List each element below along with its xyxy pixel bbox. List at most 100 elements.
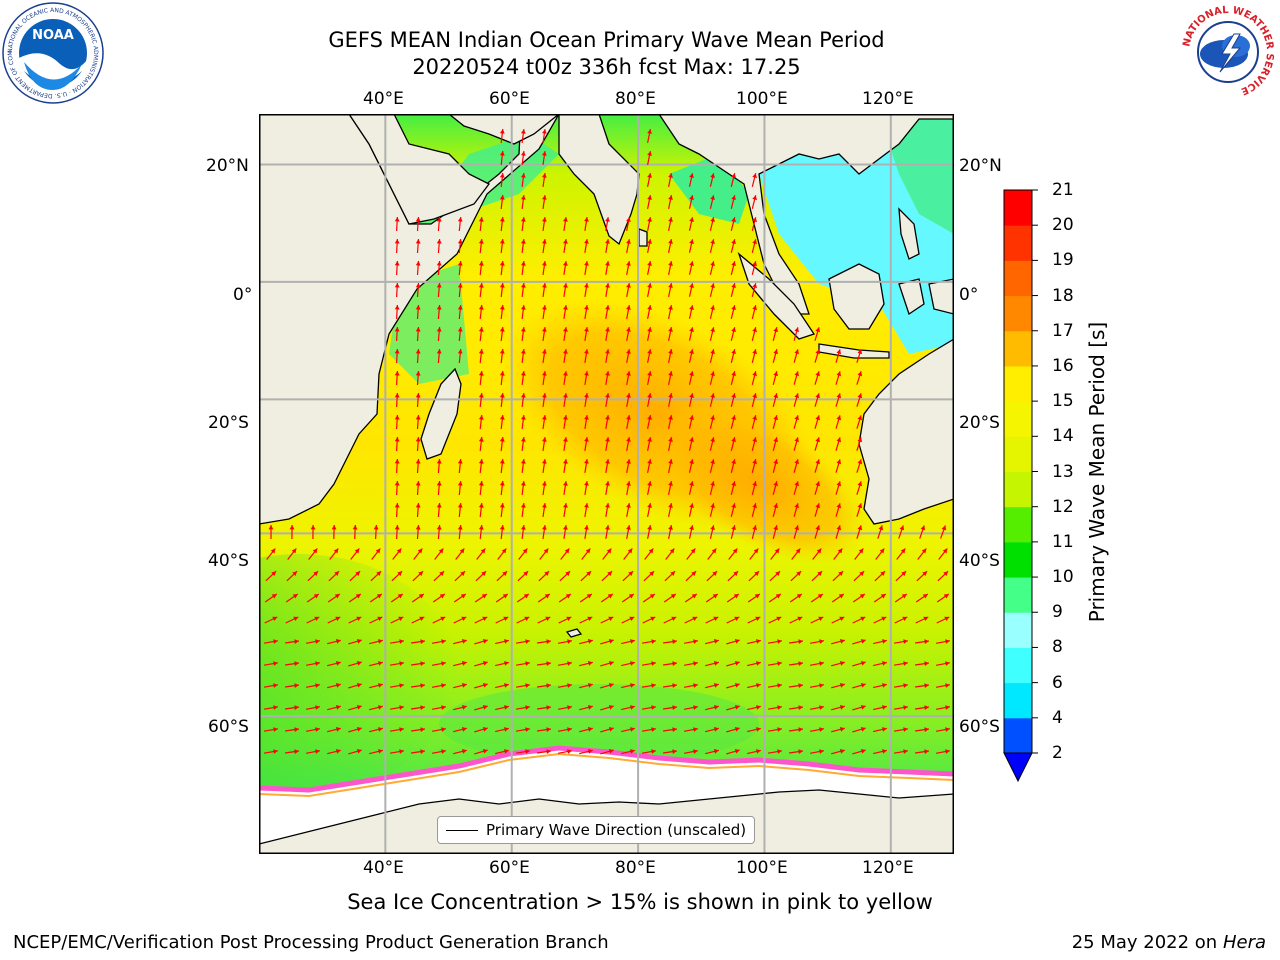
wave-arrow-head — [628, 571, 634, 576]
wave-arrow-head — [315, 639, 320, 644]
wave-arrow-head — [668, 305, 673, 310]
wave-arrow-head — [775, 571, 781, 576]
wave-arrow-head — [415, 503, 421, 508]
wave-arrow-head — [626, 393, 631, 398]
wave-arrow-head — [587, 639, 593, 644]
wave-arrow-head — [521, 217, 526, 222]
wave-arrow-head — [441, 661, 446, 666]
wave-arrow-head — [415, 239, 421, 244]
wave-arrow-head — [689, 371, 694, 376]
wave-arrow-head — [294, 705, 299, 710]
wave-arrow-head — [668, 261, 673, 266]
wave-arrow-head — [836, 393, 842, 399]
wave-arrow-head — [710, 415, 715, 420]
wave-arrow-head — [542, 283, 547, 288]
wave-arrow-head — [921, 548, 927, 554]
wave-arrow-head — [394, 503, 400, 508]
wave-arrow-head — [436, 305, 442, 310]
wave-arrow-head — [672, 661, 677, 666]
wave-arrow-head — [753, 548, 759, 554]
wave-arrow-head — [605, 415, 610, 420]
wave-arrow-head — [504, 749, 509, 754]
wave-arrow-head — [478, 393, 484, 398]
wave-arrow-head — [420, 705, 425, 710]
wave-arrow-head — [418, 571, 424, 576]
wave-arrow-head — [482, 727, 488, 732]
wave-arrow-head — [315, 749, 320, 754]
colorbar-tick-label: 21 — [1052, 180, 1074, 200]
noaa-logo: NATIONAL OCEANIC AND ATMOSPHERIC ADMINIS… — [0, 0, 104, 104]
wave-arrow-head — [394, 217, 400, 222]
wave-arrow-head — [315, 683, 320, 688]
wave-arrow-head — [542, 239, 547, 244]
wave-arrow-head — [439, 594, 445, 599]
wave-arrow-head — [605, 503, 610, 508]
map-panel: Primary Wave Direction (unscaled) — [139, 113, 955, 855]
wave-arrow-head — [945, 683, 950, 688]
wave-arrow-head — [394, 459, 400, 464]
wave-arrow-head — [689, 327, 694, 332]
wave-arrow-head — [734, 749, 740, 754]
wave-arrow-head — [331, 525, 337, 530]
sea-ice-note: Sea Ice Concentration > 15% is shown in … — [0, 890, 1280, 914]
wave-arrow-head — [672, 639, 677, 644]
wave-arrow-head — [504, 683, 509, 688]
wave-arrow-head — [860, 639, 866, 644]
wave-arrow-head — [712, 594, 718, 599]
wave-arrow-head — [310, 525, 316, 530]
wave-arrow-head — [521, 305, 526, 310]
wave-arrow-head — [630, 639, 635, 644]
wave-arrow-head — [292, 571, 298, 576]
wave-arrow-head — [567, 683, 572, 688]
wave-arrow-head — [502, 594, 508, 599]
wave-arrow-head — [397, 594, 403, 599]
wave-arrow-head — [628, 594, 634, 599]
wave-arrow-head — [752, 371, 757, 377]
wave-arrow-head — [710, 239, 715, 244]
wave-arrow-head — [565, 571, 571, 576]
wave-arrow-head — [294, 639, 299, 644]
wave-arrow-head — [292, 594, 298, 599]
wave-arrow-head — [352, 525, 358, 530]
wave-arrow-head — [650, 616, 656, 621]
wave-arrow-head — [756, 683, 761, 688]
lon-label-top: 120°E — [862, 89, 914, 109]
wave-arrow-head — [354, 548, 360, 554]
wave-arrow-head — [605, 261, 610, 266]
wave-arrow-head — [587, 616, 593, 621]
wave-arrow-head — [521, 437, 526, 442]
wave-arrow-head — [415, 283, 421, 288]
wave-arrow-head — [756, 749, 761, 754]
wave-arrow-head — [521, 503, 526, 508]
wave-arrow-head — [626, 371, 631, 376]
wave-arrow-head — [689, 173, 694, 178]
wave-arrow-head — [605, 283, 610, 288]
wave-arrow-head — [878, 525, 884, 531]
lat-label-left: 0° — [233, 285, 253, 305]
wave-arrow-head — [755, 616, 761, 621]
wave-arrow-head — [672, 683, 677, 688]
wave-arrow-head — [668, 217, 673, 222]
wave-arrow-head — [651, 749, 656, 754]
wave-arrow-head — [689, 283, 694, 288]
lon-label-bottom: 60°E — [489, 858, 530, 878]
wave-arrow-head — [356, 683, 362, 688]
wave-arrow-head — [525, 705, 530, 710]
wave-arrow-head — [647, 371, 652, 376]
wave-arrow-head — [499, 305, 505, 310]
wave-arrow-head — [819, 727, 824, 732]
wave-arrow-head — [731, 459, 736, 464]
wave-arrow-head — [752, 459, 757, 465]
wave-arrow-head — [798, 683, 803, 688]
wave-arrow-head — [689, 305, 694, 310]
wave-arrow-head — [901, 594, 907, 599]
colorbar-segment — [1004, 401, 1032, 437]
wave-arrow-head — [608, 749, 614, 754]
wave-arrow-head — [356, 749, 362, 754]
wave-arrow-head — [378, 639, 383, 644]
wave-arrow-head — [563, 415, 568, 420]
wave-arrow-head — [752, 503, 757, 509]
wave-arrow-head — [752, 437, 757, 443]
wave-arrow-head — [626, 437, 631, 442]
wave-arrow-head — [836, 503, 842, 509]
